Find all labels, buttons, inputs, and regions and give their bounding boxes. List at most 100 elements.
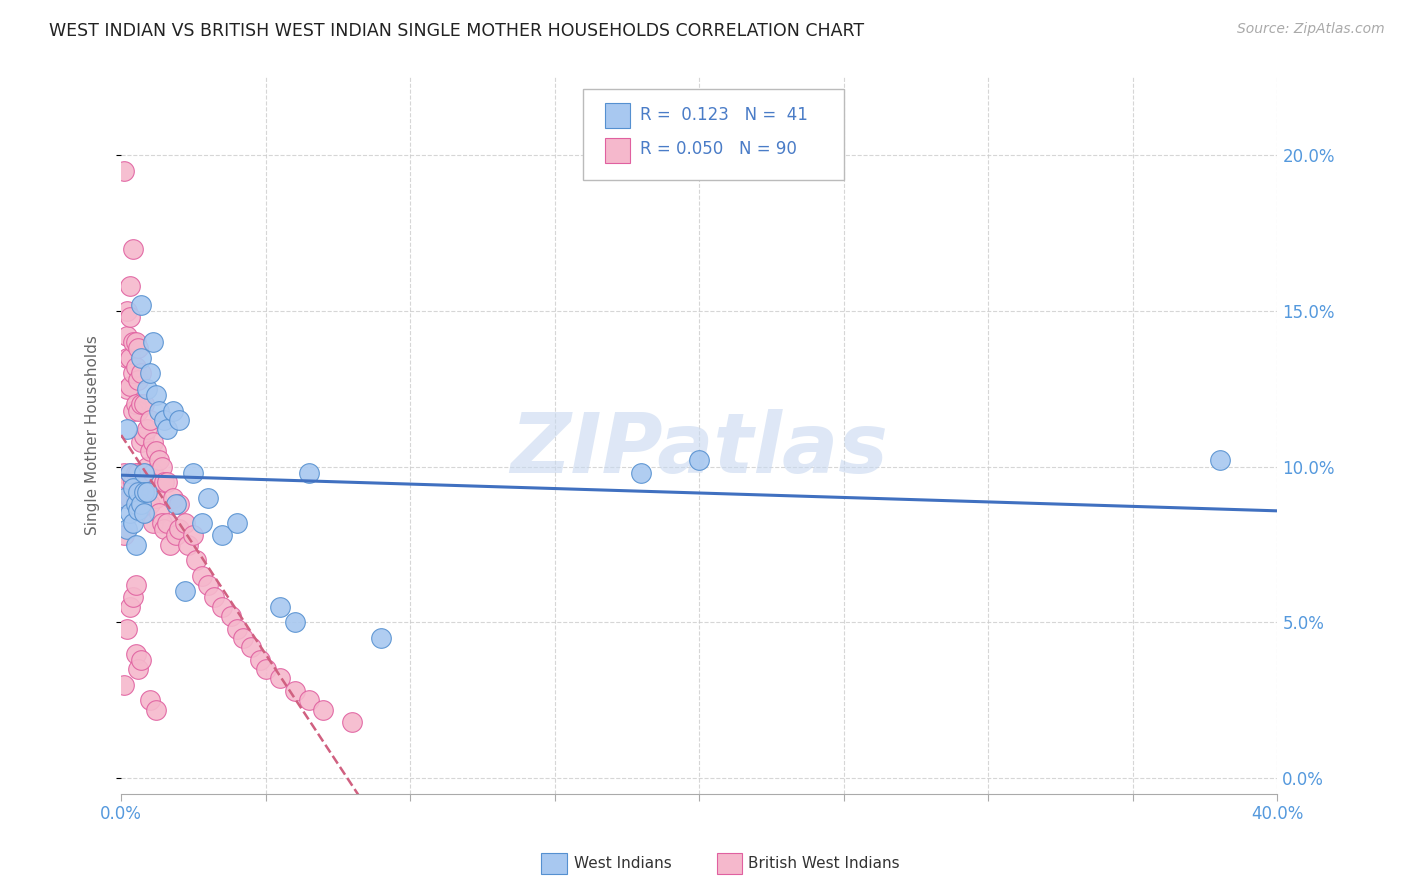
Point: [131, 351, 153, 365]
Point: [134, 397, 156, 411]
Point: [202, 591, 225, 605]
Point: [153, 413, 176, 427]
Point: [167, 413, 190, 427]
Point: [124, 578, 146, 592]
Text: West Indians: West Indians: [574, 856, 672, 871]
Point: [165, 528, 187, 542]
Point: [134, 466, 156, 480]
Point: [254, 662, 277, 676]
Point: [121, 475, 143, 490]
Point: [121, 591, 143, 605]
Point: [131, 397, 153, 411]
Point: [186, 553, 208, 567]
Point: [225, 622, 247, 636]
Point: [112, 466, 135, 480]
Point: [156, 516, 179, 530]
Point: [183, 466, 205, 480]
Point: [131, 434, 153, 449]
Point: [115, 351, 138, 365]
Point: [148, 453, 170, 467]
Point: [124, 491, 146, 505]
Point: [145, 491, 167, 505]
Point: [131, 484, 153, 499]
Point: [148, 507, 170, 521]
Point: [176, 537, 198, 551]
Point: [142, 434, 165, 449]
Point: [142, 516, 165, 530]
Point: [134, 507, 156, 521]
Text: WEST INDIAN VS BRITISH WEST INDIAN SINGLE MOTHER HOUSEHOLDS CORRELATION CHART: WEST INDIAN VS BRITISH WEST INDIAN SINGL…: [49, 22, 865, 40]
Point: [131, 366, 153, 380]
Point: [121, 242, 143, 256]
Point: [136, 484, 159, 499]
Point: [127, 372, 149, 386]
Point: [115, 329, 138, 343]
Point: [121, 335, 143, 350]
Point: [121, 366, 143, 380]
Point: [165, 497, 187, 511]
Point: [197, 578, 219, 592]
Point: [124, 359, 146, 374]
Point: [219, 609, 242, 624]
Point: [153, 475, 176, 490]
Point: [139, 413, 162, 427]
Point: [142, 335, 165, 350]
Point: [112, 491, 135, 505]
Point: [284, 684, 307, 698]
Point: [127, 403, 149, 417]
Point: [173, 516, 195, 530]
Point: [688, 453, 710, 467]
Point: [131, 497, 153, 511]
Point: [162, 491, 184, 505]
Point: [127, 342, 149, 356]
Point: [118, 466, 141, 480]
Text: ZIPatlas: ZIPatlas: [510, 409, 889, 491]
Point: [121, 516, 143, 530]
Point: [240, 640, 263, 655]
Text: Source: ZipAtlas.com: Source: ZipAtlas.com: [1237, 22, 1385, 37]
Point: [136, 459, 159, 474]
Point: [118, 507, 141, 521]
Point: [112, 164, 135, 178]
Point: [249, 653, 271, 667]
Point: [134, 466, 156, 480]
Point: [112, 491, 135, 505]
Text: R = 0.050   N = 90: R = 0.050 N = 90: [640, 140, 797, 158]
Point: [134, 428, 156, 442]
Point: [131, 653, 153, 667]
Point: [124, 537, 146, 551]
Point: [124, 466, 146, 480]
Point: [118, 378, 141, 392]
Point: [139, 497, 162, 511]
Point: [191, 568, 214, 582]
Point: [127, 503, 149, 517]
Point: [124, 335, 146, 350]
Point: [136, 422, 159, 436]
Point: [1208, 453, 1230, 467]
Point: [118, 491, 141, 505]
Point: [342, 714, 364, 729]
Point: [121, 403, 143, 417]
Y-axis label: Single Mother Households: Single Mother Households: [86, 335, 100, 535]
Point: [134, 507, 156, 521]
Point: [115, 522, 138, 536]
Point: [150, 516, 173, 530]
Point: [197, 491, 219, 505]
Point: [124, 497, 146, 511]
Point: [183, 528, 205, 542]
Point: [115, 472, 138, 486]
Point: [225, 516, 247, 530]
Point: [298, 466, 321, 480]
Point: [269, 599, 291, 614]
Point: [150, 459, 173, 474]
Point: [298, 693, 321, 707]
Point: [145, 388, 167, 402]
Point: [148, 403, 170, 417]
Point: [112, 678, 135, 692]
Point: [118, 351, 141, 365]
Point: [370, 631, 392, 645]
Point: [139, 366, 162, 380]
Point: [156, 475, 179, 490]
Point: [211, 599, 233, 614]
Point: [145, 444, 167, 458]
